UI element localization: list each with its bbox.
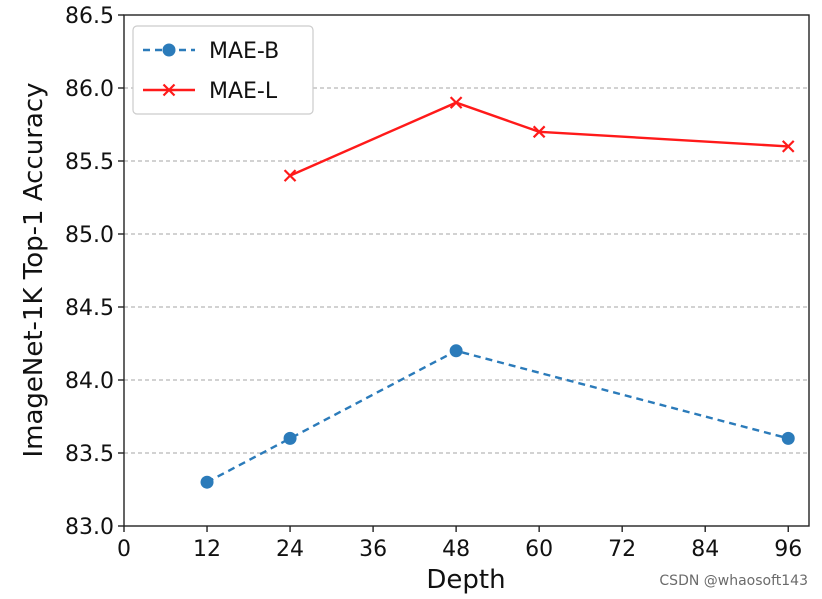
- legend-item-mae-b: MAE-B: [143, 39, 279, 64]
- legend-marker-mae-b: [162, 43, 176, 57]
- data-point-mae-l-24: [283, 169, 297, 182]
- legend-marker-mae-l: [162, 83, 176, 97]
- x-tick-label: 0: [117, 537, 131, 562]
- y-tick-label: 85.0: [65, 223, 114, 248]
- x-tick-label: 96: [774, 537, 802, 562]
- legend-item-mae-l: MAE-L: [143, 79, 278, 104]
- x-tick-label: 72: [608, 537, 636, 562]
- legend-box: [132, 25, 314, 115]
- y-tick-label: 85.5: [65, 150, 114, 175]
- x-tick-label: 12: [193, 537, 221, 562]
- y-tick-label: 86.0: [65, 77, 114, 102]
- x-tick-label: 36: [359, 537, 387, 562]
- y-axis-title: ImageNet-1K Top-1 Accuracy: [19, 82, 49, 457]
- y-tick-label: 83.0: [65, 515, 114, 540]
- data-point-mae-b-24: [283, 431, 297, 445]
- plot-frame: [123, 14, 810, 527]
- series-line-mae-l: [289, 101, 789, 177]
- data-point-mae-l-60: [532, 125, 546, 139]
- series-layer: [200, 96, 795, 489]
- x-tick-label: 24: [276, 537, 304, 562]
- y-tick-label: 84.5: [65, 296, 114, 321]
- legend-label-mae-b: MAE-B: [209, 39, 279, 64]
- x-axis-title: Depth: [426, 565, 505, 595]
- axis-ticks: 83.0 83.5 84.0 84.5 85.0 85.5 86.0 86.5 0 12 24 36 4…: [65, 4, 802, 562]
- y-tick-label: 86.5: [65, 4, 114, 29]
- y-tick-label: 84.0: [65, 369, 114, 394]
- legend-label-mae-l: MAE-L: [209, 79, 278, 104]
- watermark-text: CSDN @whaosoft143: [659, 573, 808, 589]
- data-point-mae-l-96: [781, 140, 795, 153]
- data-point-mae-l-48: [449, 96, 463, 109]
- data-point-mae-b-96: [781, 431, 795, 445]
- x-tick-label: 48: [442, 537, 470, 562]
- x-tick-label: 60: [525, 537, 553, 562]
- data-point-mae-b-48: [449, 344, 463, 358]
- data-point-mae-b-12: [200, 475, 214, 489]
- y-tick-label: 83.5: [65, 442, 114, 467]
- legend: MAE-B MAE-L: [132, 25, 314, 115]
- x-tick-label: 84: [691, 537, 719, 562]
